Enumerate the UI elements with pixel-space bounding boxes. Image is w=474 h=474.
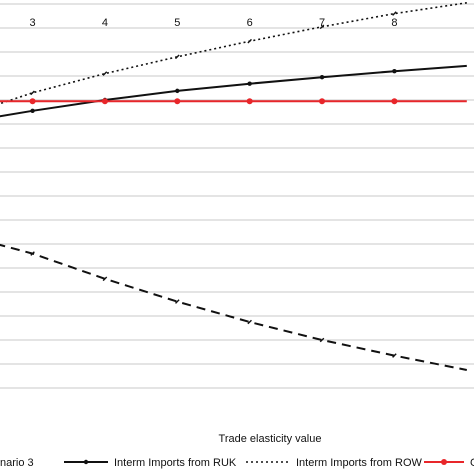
series-marker-1 [175, 54, 180, 60]
x-tick-label: 8 [391, 17, 397, 29]
series-marker-1 [30, 90, 35, 96]
x-tick-label: 7 [319, 17, 325, 29]
gridlines [0, 3, 474, 389]
series-markers [29, 11, 398, 358]
legend-marker-3 [441, 459, 447, 465]
series-marker-0 [30, 108, 35, 114]
x-tick-label: 3 [30, 17, 36, 29]
legend-label-3: GDF [470, 457, 474, 469]
legend-label-2: Interm Imports from ROW [296, 457, 423, 469]
x-axis-title: Trade elasticity value [219, 433, 322, 445]
series-marker-2 [319, 98, 326, 105]
series-marker-2 [174, 98, 181, 105]
series-marker-1 [102, 71, 108, 76]
series-line-1 [0, 2, 467, 105]
series-line-0 [0, 64, 467, 118]
series-marker-1 [319, 24, 325, 30]
x-tick-label: 4 [102, 17, 108, 29]
series-marker-2 [391, 98, 398, 105]
series-marker-0 [392, 69, 397, 74]
series-line-3 [0, 243, 467, 371]
series-marker-0 [175, 88, 180, 94]
legend: nario 3 Interm Imports from RUK Interm Imp… [0, 457, 474, 469]
series-marker-3 [392, 353, 397, 358]
series-marker-1 [392, 11, 397, 16]
series-marker-3 [175, 299, 180, 304]
series-marker-3 [30, 251, 35, 256]
x-tick-labels: 3 4 5 6 7 8 [30, 17, 398, 29]
series-marker-3 [102, 276, 108, 282]
series-marker-2 [29, 98, 36, 105]
legend-label-1: Interm Imports from RUK [114, 457, 237, 469]
series-marker-2 [101, 98, 108, 105]
legend-label-0: nario 3 [0, 457, 34, 469]
x-tick-label: 5 [174, 17, 180, 29]
series-lines [0, 2, 467, 371]
x-tick-label: 6 [247, 17, 253, 29]
series-marker-1 [247, 38, 252, 44]
series-marker-3 [319, 337, 325, 343]
legend-marker-1 [83, 459, 89, 465]
series-marker-2 [246, 98, 253, 105]
series-marker-3 [247, 319, 252, 325]
series-marker-0 [247, 81, 252, 86]
series-marker-0 [319, 75, 325, 80]
